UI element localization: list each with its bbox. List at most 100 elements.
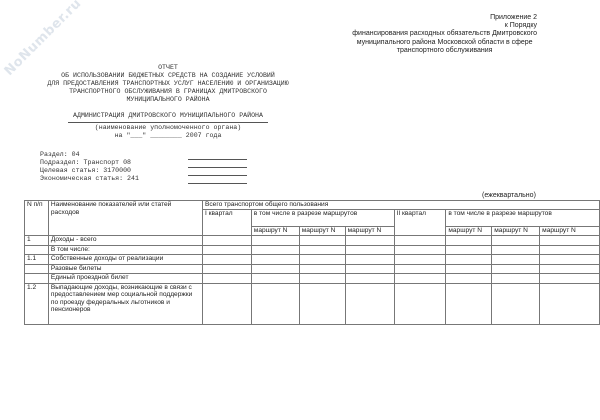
row-num: [24, 273, 49, 284]
value-cell[interactable]: [539, 244, 600, 255]
value-cell[interactable]: [250, 244, 300, 255]
title-line: ТРАНСПОРТНОГО ОБСЛУЖИВАНИЯ В ГРАНИЦАХ ДМ…: [69, 88, 267, 95]
value-cell[interactable]: [539, 254, 600, 265]
value-cell[interactable]: [491, 263, 541, 274]
value-cell[interactable]: [491, 254, 541, 265]
header-q2: II квартал: [393, 209, 447, 236]
value-cell[interactable]: [298, 263, 346, 274]
value-cell[interactable]: [344, 244, 395, 255]
value-cell[interactable]: [393, 235, 447, 246]
section-line: Целевая статья: 3170000: [40, 167, 132, 174]
value-cell[interactable]: [250, 235, 300, 246]
table-row: В том числе:: [24, 244, 600, 255]
row-name: Доходы - всего: [47, 235, 203, 246]
title-line: ОТЧЕТ: [158, 64, 178, 71]
row-num: [24, 263, 49, 274]
row-name: В том числе:: [47, 244, 203, 255]
value-cell[interactable]: [393, 254, 447, 265]
table-row: 1 Доходы - всего: [24, 235, 600, 246]
value-cell[interactable]: [445, 273, 493, 284]
value-cell[interactable]: [298, 273, 346, 284]
value-cell[interactable]: [201, 263, 252, 274]
value-cell[interactable]: [201, 235, 252, 246]
header-route: маршрут N: [445, 226, 493, 236]
value-cell[interactable]: [201, 254, 252, 265]
value-cell[interactable]: [491, 273, 541, 284]
value-cell[interactable]: [491, 244, 541, 255]
value-cell[interactable]: [250, 282, 300, 325]
value-cell[interactable]: [539, 263, 600, 274]
organ-name: АДМИНИСТРАЦИЯ ДМИТРОВСКОГО МУНИЦИПАЛЬНОГ…: [73, 112, 263, 119]
header-total: Всего транспортом общего пользования: [201, 200, 600, 210]
report-title: ОТЧЕТ ОБ ИСПОЛЬЗОВАНИИ БЮДЖЕТНЫХ СРЕДСТВ…: [40, 64, 296, 140]
header-route: маршрут N: [250, 226, 300, 236]
value-cell[interactable]: [298, 244, 346, 255]
header-q1: I квартал: [201, 209, 252, 236]
title-line: ОБ ИСПОЛЬЗОВАНИИ БЮДЖЕТНЫХ СРЕДСТВ НА СО…: [61, 72, 275, 79]
appendix-header: Приложение 2 к Порядку финансирования ра…: [352, 14, 537, 55]
appendix-line: Приложение 2: [490, 14, 537, 21]
table-row: Разовые билеты: [24, 263, 600, 274]
value-cell[interactable]: [539, 235, 600, 246]
value-cell[interactable]: [344, 254, 395, 265]
header-name: Наименование показателей или статей расх…: [47, 200, 203, 236]
value-cell[interactable]: [445, 254, 493, 265]
table-row: 1.2 Выпадающие доходы, возникающие в связ…: [24, 282, 600, 325]
value-cell[interactable]: [445, 244, 493, 255]
value-cell[interactable]: [201, 282, 252, 325]
value-cell[interactable]: [298, 254, 346, 265]
report-date: на "___" ________ 2007 года: [114, 132, 222, 139]
report-table: N п/п Наименование показателей или стате…: [24, 200, 600, 325]
appendix-line: муниципального района Московской области…: [356, 38, 533, 46]
value-cell[interactable]: [344, 263, 395, 274]
value-cell[interactable]: [201, 273, 252, 284]
budget-codes: Раздел: 04 Подраздел: Транспорт 08 Целев…: [40, 151, 139, 183]
header-route: маршрут N: [344, 226, 395, 236]
appendix-line: к Порядку: [504, 22, 537, 30]
value-cell[interactable]: [344, 282, 395, 325]
row-num: 1: [24, 235, 49, 246]
row-num: 1.1: [24, 254, 49, 265]
header-route: маршрут N: [491, 226, 541, 236]
value-cell[interactable]: [201, 244, 252, 255]
value-cell[interactable]: [298, 235, 346, 246]
value-cell[interactable]: [539, 282, 600, 325]
row-num: 1.2: [24, 282, 49, 325]
value-cell[interactable]: [250, 273, 300, 284]
organ-underline: [68, 122, 268, 123]
value-cell[interactable]: [393, 282, 447, 325]
code-blanks: [188, 159, 247, 191]
section-line: Экономическая статья: 241: [40, 175, 139, 182]
value-cell[interactable]: [491, 282, 541, 325]
value-cell[interactable]: [298, 282, 346, 325]
value-cell[interactable]: [445, 235, 493, 246]
row-name: Выпадающие доходы, возникающие в связи с…: [47, 282, 203, 325]
row-num: [24, 244, 49, 255]
value-cell[interactable]: [250, 254, 300, 265]
value-cell[interactable]: [445, 282, 493, 325]
title-line: ДЛЯ ПРЕДОСТАВЛЕНИЯ ТРАНСПОРТНЫХ УСЛУГ НА…: [47, 80, 289, 87]
value-cell[interactable]: [393, 273, 447, 284]
header-num: N п/п: [24, 200, 49, 236]
row-name: Разовые билеты: [47, 263, 203, 274]
table-row: Единый проездной билет: [24, 273, 600, 284]
header-incl: в том числе в разрезе маршрутов: [445, 209, 600, 227]
period-label: (ежеквартально): [482, 192, 536, 199]
value-cell[interactable]: [539, 273, 600, 284]
value-cell[interactable]: [344, 273, 395, 284]
value-cell[interactable]: [344, 235, 395, 246]
value-cell[interactable]: [491, 235, 541, 246]
appendix-line: транспортного обслуживания: [396, 46, 493, 54]
value-cell[interactable]: [445, 263, 493, 274]
value-cell[interactable]: [250, 263, 300, 274]
header-incl: в том числе в разрезе маршрутов: [250, 209, 395, 227]
appendix-line: финансирования расходных обязательств Дм…: [352, 30, 537, 38]
value-cell[interactable]: [393, 263, 447, 274]
value-cell[interactable]: [393, 244, 447, 255]
section-line: Подраздел: Транспорт 08: [40, 159, 132, 166]
organ-caption: (наименование уполномоченного органа): [94, 124, 242, 131]
title-line: МУНИЦИПАЛЬНОГО РАЙОНА: [126, 96, 210, 103]
row-name: Собственные доходы от реализации: [47, 254, 203, 265]
row-name: Единый проездной билет: [47, 273, 203, 284]
section-line: Раздел: 04: [40, 151, 80, 158]
